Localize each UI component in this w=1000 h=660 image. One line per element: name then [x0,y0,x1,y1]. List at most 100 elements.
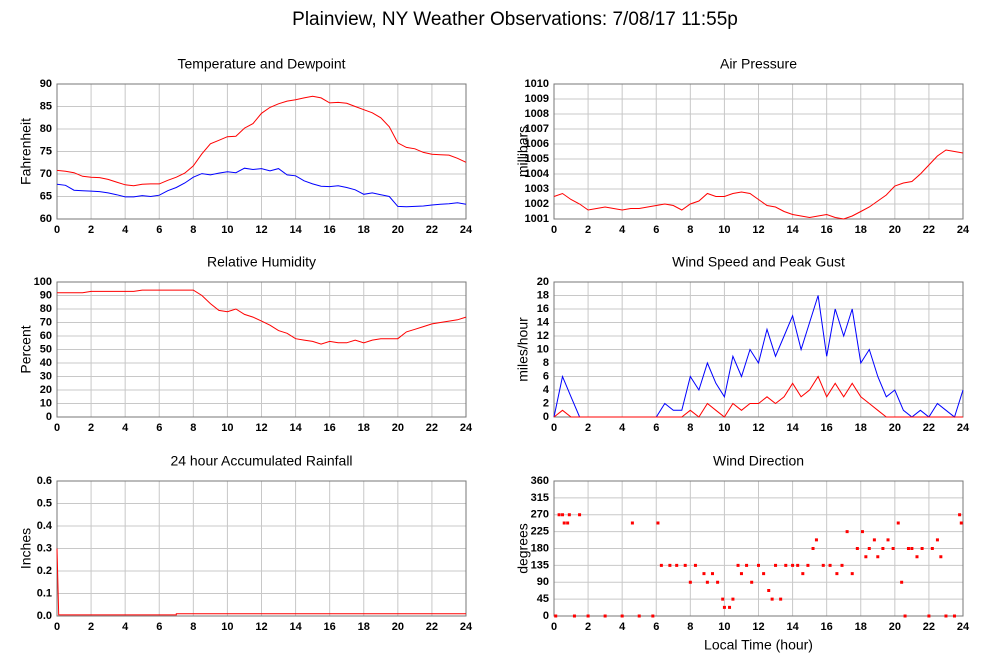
y-tick-label: 12 [537,330,549,342]
x-tick-label: 2 [585,422,591,434]
y-tick-label: 2 [543,397,549,409]
panel-title: Wind Speed and Peak Gust [672,254,845,270]
y-tick-label: 180 [531,542,549,554]
data-point [774,563,778,567]
data-line [56,548,466,616]
x-tick-label: 8 [687,224,693,236]
x-tick-label: 10 [221,621,233,633]
data-point [745,563,749,567]
y-tick-label: 75 [40,145,52,157]
y-tick-label: 18 [537,289,549,301]
x-tick-label: 14 [289,621,302,633]
y-axis-label: Fahrenheit [18,118,34,185]
y-tick-label: 10 [537,343,549,355]
x-tick-label: 24 [957,621,970,633]
data-point [710,572,714,576]
y-tick-label: 30 [40,370,52,382]
data-point [910,547,914,550]
data-point [683,563,687,567]
panel-title: Air Pressure [720,56,797,72]
x-tick-label: 8 [687,621,693,633]
data-point [567,513,571,517]
data-line [56,95,467,187]
x-tick-label: 10 [718,224,730,236]
x-axis-label: Local Time (hour) [704,637,813,653]
x-tick-label: 16 [821,621,833,633]
data-point [668,563,672,567]
x-tick-label: 20 [889,422,901,434]
data-point [603,614,607,618]
y-tick-label: 0.6 [37,475,52,487]
x-tick-label: 0 [551,224,557,236]
data-point [586,614,590,618]
x-tick-label: 0 [551,621,557,633]
data-point [675,563,679,567]
x-tick-label: 2 [585,224,591,236]
x-tick-label: 14 [289,422,302,434]
data-line [56,167,467,208]
data-point [721,597,725,601]
data-point [903,614,907,618]
data-point [702,572,706,576]
y-tick-label: 0 [543,411,549,423]
x-tick-label: 0 [54,621,60,633]
y-tick-label: 0.0 [37,610,52,622]
data-point [806,563,810,567]
plot-frame [553,281,964,418]
x-tick-label: 4 [122,621,129,633]
x-tick-label: 4 [619,621,626,633]
x-tick-label: 10 [221,224,233,236]
data-point [927,614,931,618]
y-tick-label: 100 [34,276,52,288]
x-tick-label: 10 [718,422,730,434]
x-tick-label: 6 [653,422,659,434]
y-axis-label: degrees [515,523,531,574]
data-point [876,555,880,559]
x-tick-label: 22 [426,422,438,434]
y-tick-label: 90 [537,576,549,588]
data-point [731,597,735,601]
y-tick-label: 90 [40,78,52,90]
y-tick-label: 16 [537,303,549,315]
x-tick-label: 12 [752,422,764,434]
y-tick-label: 0 [46,411,52,423]
plot-frame [56,83,467,220]
data-point [630,521,634,525]
y-tick-label: 225 [531,526,549,538]
panel-title: Relative Humidity [207,254,316,270]
x-tick-label: 20 [889,224,901,236]
x-tick-label: 12 [752,621,764,633]
x-tick-label: 12 [255,224,267,236]
x-tick-label: 4 [122,422,129,434]
data-point [736,563,740,567]
x-tick-label: 2 [88,422,94,434]
y-tick-label: 270 [531,509,549,521]
x-tick-label: 6 [156,621,162,633]
data-point [886,538,890,542]
x-tick-label: 18 [358,621,370,633]
y-tick-label: 60 [40,330,52,342]
y-tick-label: 1001 [525,213,549,225]
panel-title: Wind Direction [713,453,804,469]
x-tick-label: 12 [255,621,267,633]
data-point [557,513,561,517]
x-tick-label: 22 [923,621,935,633]
data-point [891,547,895,550]
x-tick-label: 20 [889,621,901,633]
y-tick-label: 315 [531,492,549,504]
y-axis-label: miles/hour [515,317,531,382]
x-tick-label: 24 [957,422,970,434]
x-tick-label: 16 [324,224,336,236]
y-tick-label: 1004 [525,168,550,180]
x-tick-label: 20 [392,422,404,434]
data-point [716,580,720,584]
data-point [779,597,783,601]
data-point [850,572,854,576]
data-line [553,375,963,418]
x-tick-label: 18 [855,621,867,633]
data-point [562,521,566,525]
x-tick-label: 10 [221,422,233,434]
data-point [959,521,963,525]
data-point [952,614,956,618]
x-tick-label: 6 [653,621,659,633]
